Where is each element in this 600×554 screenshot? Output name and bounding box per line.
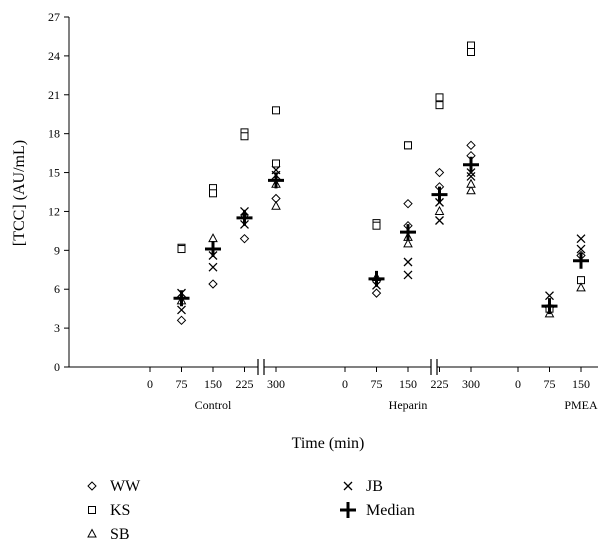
- legend-marker-ks: [88, 506, 96, 514]
- legend-marker-sb: [87, 528, 97, 538]
- data-point-ks: [435, 101, 444, 110]
- x-tick-label: 75: [544, 377, 556, 391]
- y-tick-label: 15: [48, 166, 60, 180]
- data-point-median: [400, 224, 416, 241]
- data-point-ks: [240, 132, 249, 141]
- x-tick-label: 0: [515, 377, 521, 391]
- data-point-ww: [176, 315, 187, 326]
- data-point-ww: [208, 279, 218, 289]
- data-point-jb: [177, 305, 186, 315]
- y-tick-label: 27: [48, 10, 60, 24]
- legend-label-ks: KS: [110, 502, 130, 519]
- data-point-ks: [209, 189, 217, 198]
- x-tick-label: 0: [342, 377, 348, 391]
- group-label: Control: [195, 398, 232, 412]
- data-point-sb: [466, 178, 476, 188]
- y-tick-label: 3: [54, 321, 60, 335]
- data-point-jb: [576, 244, 586, 254]
- x-tick-label: 150: [572, 377, 590, 391]
- plot-area: 0 3 6 9 12 15 18 21 24 27 0 75 150 225 300 Control 0 75 15…: [48, 10, 598, 412]
- data-point-ww: [403, 198, 413, 209]
- legend: WW KS SB JB Median: [87, 478, 415, 543]
- x-tick-label: 225: [236, 377, 254, 391]
- data-point-jb: [545, 291, 554, 301]
- x-tick-label: 300: [462, 377, 480, 391]
- data-point-ks: [177, 245, 186, 254]
- data-point-ww: [434, 167, 445, 178]
- legend-marker-ww: [87, 481, 97, 491]
- data-point-median: [431, 186, 448, 203]
- data-point-median: [541, 298, 558, 315]
- y-tick-label: 6: [54, 282, 60, 296]
- data-point-sb: [466, 185, 476, 195]
- data-point-ks: [467, 48, 475, 56]
- data-point-ww: [239, 233, 250, 244]
- data-point-ks: [467, 41, 475, 50]
- data-point-ks: [272, 106, 280, 115]
- data-point-jb: [403, 270, 413, 280]
- y-tick-label: 9: [54, 243, 60, 257]
- data-point-sb: [434, 205, 445, 215]
- y-tick-label: 18: [48, 127, 60, 141]
- legend-label-median: Median: [366, 502, 415, 519]
- x-tick-label: 150: [204, 377, 222, 391]
- data-point-sb: [208, 233, 218, 243]
- data-point-median: [463, 156, 479, 173]
- data-point-median: [573, 252, 589, 269]
- legend-marker-median: [340, 502, 356, 518]
- data-point-jb: [435, 216, 444, 225]
- data-point-median: [368, 270, 385, 287]
- data-point-sb: [271, 200, 281, 210]
- y-tick-label: 21: [48, 88, 60, 102]
- x-axis-title: Time (min): [292, 435, 365, 452]
- data-point-median: [236, 209, 253, 226]
- x-tick-label: 225: [431, 377, 449, 391]
- legend-label-sb: SB: [110, 526, 130, 543]
- data-point-jb: [208, 262, 218, 272]
- data-point-ks: [404, 141, 412, 150]
- data-point-ks: [372, 221, 381, 230]
- data-point-median: [268, 172, 284, 189]
- legend-label-jb: JB: [366, 478, 383, 495]
- data-point-ww: [466, 140, 476, 151]
- data-point-jb: [271, 165, 281, 175]
- data-point-sb: [403, 238, 413, 248]
- legend-label-ww: WW: [110, 478, 141, 495]
- legend-marker-jb: [343, 481, 353, 491]
- y-tick-label: 12: [48, 204, 60, 218]
- x-tick-label: 75: [176, 377, 188, 391]
- data-point-jb: [403, 257, 413, 267]
- data-point-sb: [576, 282, 586, 292]
- group-label: PMEA: [564, 398, 598, 412]
- x-tick-label: 75: [371, 377, 383, 391]
- data-point-jb: [466, 171, 476, 181]
- data-point-jb: [576, 234, 586, 244]
- x-tick-label: 0: [147, 377, 153, 391]
- data-point-ks: [272, 159, 280, 168]
- group-label: Heparin: [389, 398, 428, 412]
- data-point-ww: [371, 288, 382, 298]
- data-point-ks: [435, 93, 444, 102]
- x-tick-label: 150: [399, 377, 417, 391]
- y-tick-label: 0: [54, 360, 60, 374]
- x-tick-label: 300: [267, 377, 285, 391]
- y-tick-label: 24: [48, 49, 60, 63]
- data-point-median: [173, 290, 190, 307]
- data-point-median: [205, 241, 221, 258]
- y-axis-title: [TCC] (AU/mL): [11, 140, 28, 246]
